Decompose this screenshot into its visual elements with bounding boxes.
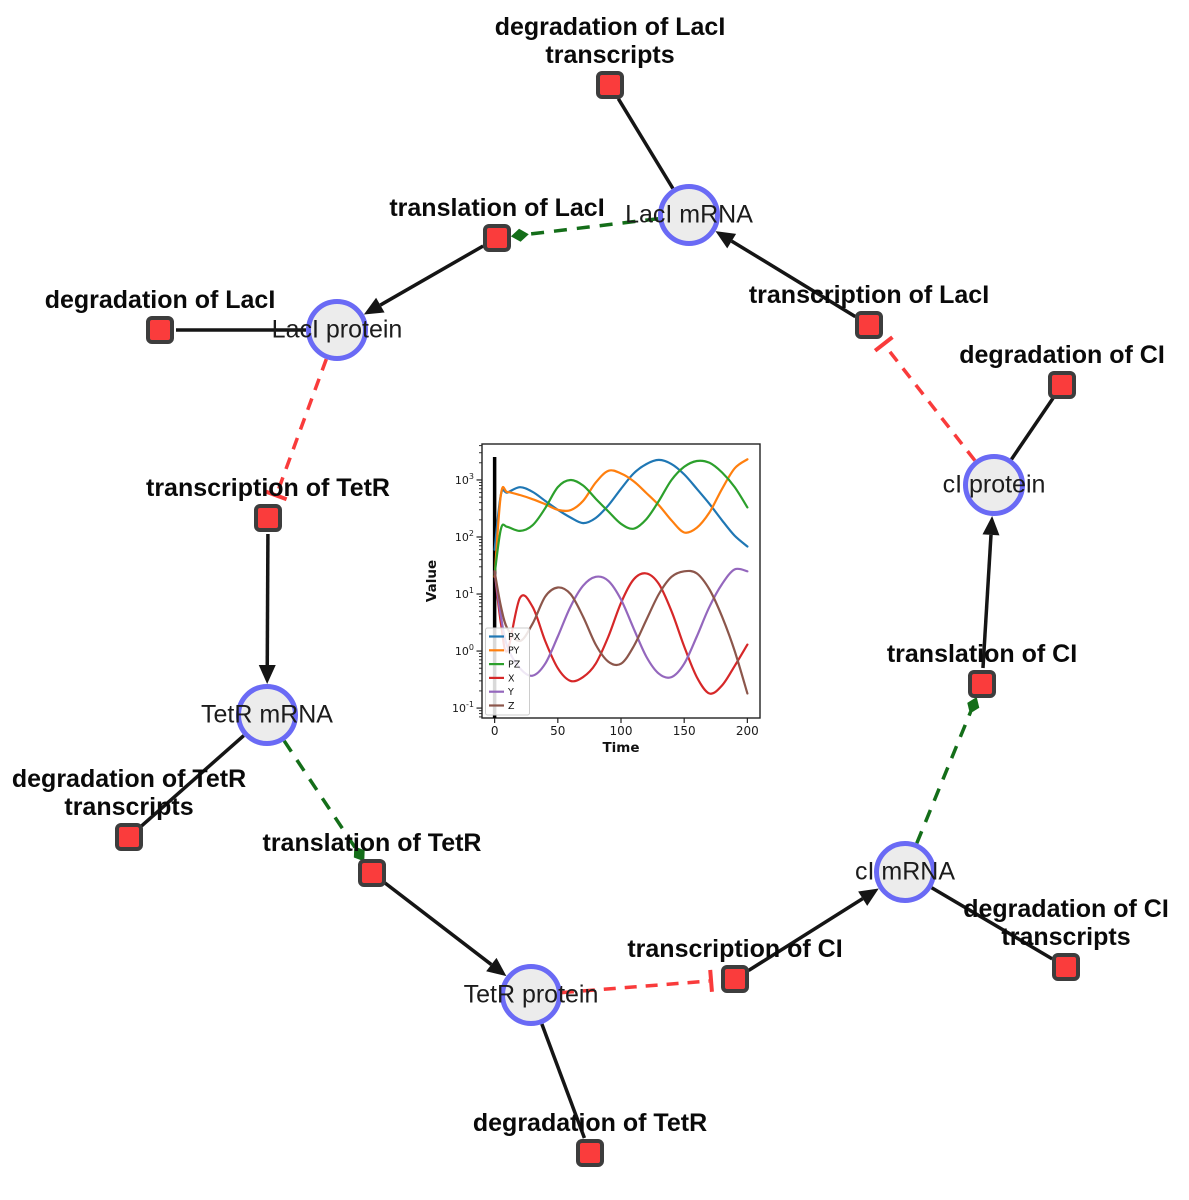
edge-laci-mrna-deg-laci-tx[interactable] bbox=[616, 97, 675, 190]
arrowhead-icon bbox=[486, 957, 507, 977]
edge-ci-protein-txn-laci[interactable] bbox=[883, 344, 977, 462]
y-tick-label: 103 bbox=[455, 472, 474, 487]
series-pz bbox=[493, 459, 749, 576]
y-tick-label: 102 bbox=[455, 529, 474, 544]
series-px bbox=[493, 458, 749, 551]
edge-transl-tetr-tetr-protein[interactable] bbox=[383, 881, 493, 966]
reaction-label-deg-tetr: degradation of TetR bbox=[472, 1109, 708, 1137]
reaction-node-txn-tetr[interactable] bbox=[254, 504, 282, 532]
x-tick-label: 100 bbox=[610, 724, 633, 738]
y-tick-label: 10-1 bbox=[452, 700, 474, 715]
species-label-tetr-protein: TetR protein bbox=[463, 980, 599, 1009]
reaction-label-transl-tetr: translation of TetR bbox=[262, 829, 482, 857]
legend-label-x: X bbox=[508, 673, 515, 684]
x-axis-label: Time bbox=[602, 740, 639, 756]
edge-txn-ci-ci-mrna[interactable] bbox=[747, 897, 864, 972]
species-label-tetr-mrna: TetR mRNA bbox=[201, 700, 333, 729]
reaction-node-txn-ci[interactable] bbox=[721, 965, 749, 993]
species-node-ci-protein[interactable] bbox=[963, 454, 1025, 516]
diamond-arrowhead-icon bbox=[967, 696, 980, 714]
reaction-node-transl-ci[interactable] bbox=[968, 670, 996, 698]
x-tick-label: 50 bbox=[550, 724, 565, 738]
reaction-label-deg-laci: degradation of LacI bbox=[44, 286, 276, 314]
series-py bbox=[493, 458, 749, 578]
reaction-node-deg-laci-tx[interactable] bbox=[596, 71, 624, 99]
edge-transl-ci-ci-protein[interactable] bbox=[981, 534, 993, 669]
arrowhead-icon bbox=[715, 231, 737, 249]
x-tick-label: 0 bbox=[491, 724, 499, 738]
inset-chart: 0 50 100 150 20010-1100101102103TimeValuePXP… bbox=[424, 443, 761, 756]
species-node-laci-mrna[interactable] bbox=[658, 184, 720, 246]
species-node-tetr-protein[interactable] bbox=[500, 964, 562, 1026]
x-tick-label: 150 bbox=[673, 724, 696, 738]
reaction-node-transl-tetr[interactable] bbox=[358, 859, 386, 887]
legend-label-px: PX bbox=[508, 632, 521, 643]
species-label-ci-protein: cI protein bbox=[942, 470, 1046, 499]
reaction-label-deg-ci-tx: degradation of CI transcripts bbox=[963, 895, 1169, 951]
edge-tetr-protein-txn-ci[interactable] bbox=[561, 979, 710, 995]
species-label-laci-mrna: LacI mRNA bbox=[625, 200, 753, 229]
chart-legend: PX PY PZ XYZ bbox=[485, 627, 530, 716]
edge-ci-protein-deg-ci[interactable] bbox=[1009, 397, 1055, 461]
edge-txn-laci-laci-mrna[interactable] bbox=[730, 239, 857, 319]
legend-label-pz: PZ bbox=[508, 660, 521, 671]
inhibition-tee-icon bbox=[265, 489, 288, 502]
reaction-label-txn-tetr: transcription of TetR bbox=[146, 474, 390, 502]
reaction-node-deg-tetr-tx[interactable] bbox=[115, 823, 143, 851]
diamond-arrowhead-icon bbox=[510, 228, 529, 242]
inhibition-tee-icon bbox=[873, 335, 894, 353]
reaction-node-deg-laci[interactable] bbox=[146, 316, 174, 344]
reaction-label-transl-laci: translation of LacI bbox=[389, 194, 605, 222]
arrowhead-icon bbox=[982, 515, 1000, 536]
y-tick-label: 100 bbox=[455, 643, 474, 658]
inhibition-tee-icon bbox=[708, 969, 714, 992]
legend-label-y: Y bbox=[507, 687, 514, 698]
reaction-label-transl-ci: translation of CI bbox=[886, 640, 1078, 668]
x-tick-label: 200 bbox=[736, 724, 759, 738]
species-node-laci-protein[interactable] bbox=[306, 299, 368, 361]
arrowhead-icon bbox=[363, 297, 385, 315]
species-label-ci-mrna: cI mRNA bbox=[855, 857, 955, 886]
reaction-node-deg-ci-tx[interactable] bbox=[1052, 953, 1080, 981]
reaction-node-deg-ci[interactable] bbox=[1048, 371, 1076, 399]
species-node-tetr-mrna[interactable] bbox=[236, 684, 298, 746]
reaction-node-transl-laci[interactable] bbox=[483, 224, 511, 252]
arrowhead-icon bbox=[258, 664, 276, 685]
legend-label-py: PY bbox=[508, 646, 520, 657]
edge-ci-mrna-transl-ci[interactable] bbox=[915, 711, 973, 844]
edge-txn-tetr-tetr-mrna[interactable] bbox=[265, 533, 270, 666]
edge-ci-mrna-deg-ci-tx[interactable] bbox=[930, 886, 1054, 961]
reaction-label-deg-laci-tx: degradation of LacI transcripts bbox=[494, 13, 726, 69]
y-axis-label: Value bbox=[424, 560, 440, 602]
reaction-label-deg-tetr-tx: degradation of TetR transcripts bbox=[11, 765, 247, 821]
series-x bbox=[493, 570, 749, 695]
edge-laci-protein-txn-tetr[interactable] bbox=[275, 358, 328, 495]
reaction-node-txn-laci[interactable] bbox=[855, 311, 883, 339]
reaction-label-txn-ci: transcription of CI bbox=[627, 935, 843, 963]
reaction-label-deg-ci: degradation of CI bbox=[959, 341, 1165, 369]
edge-tetr-protein-deg-tetr[interactable] bbox=[540, 1023, 587, 1139]
arrowhead-icon bbox=[858, 888, 879, 906]
diamond-arrowhead-icon bbox=[353, 846, 365, 862]
species-label-laci-protein: LacI protein bbox=[271, 315, 403, 344]
edge-tetr-mrna-deg-tetr-tx[interactable] bbox=[139, 734, 245, 828]
legend-label-z: Z bbox=[508, 701, 515, 712]
y-tick-label: 101 bbox=[455, 586, 474, 601]
edge-transl-laci-laci-protein[interactable] bbox=[379, 244, 485, 307]
reaction-label-txn-laci: transcription of LacI bbox=[748, 281, 990, 309]
reaction-node-deg-tetr[interactable] bbox=[576, 1139, 604, 1167]
species-node-ci-mrna[interactable] bbox=[874, 841, 936, 903]
